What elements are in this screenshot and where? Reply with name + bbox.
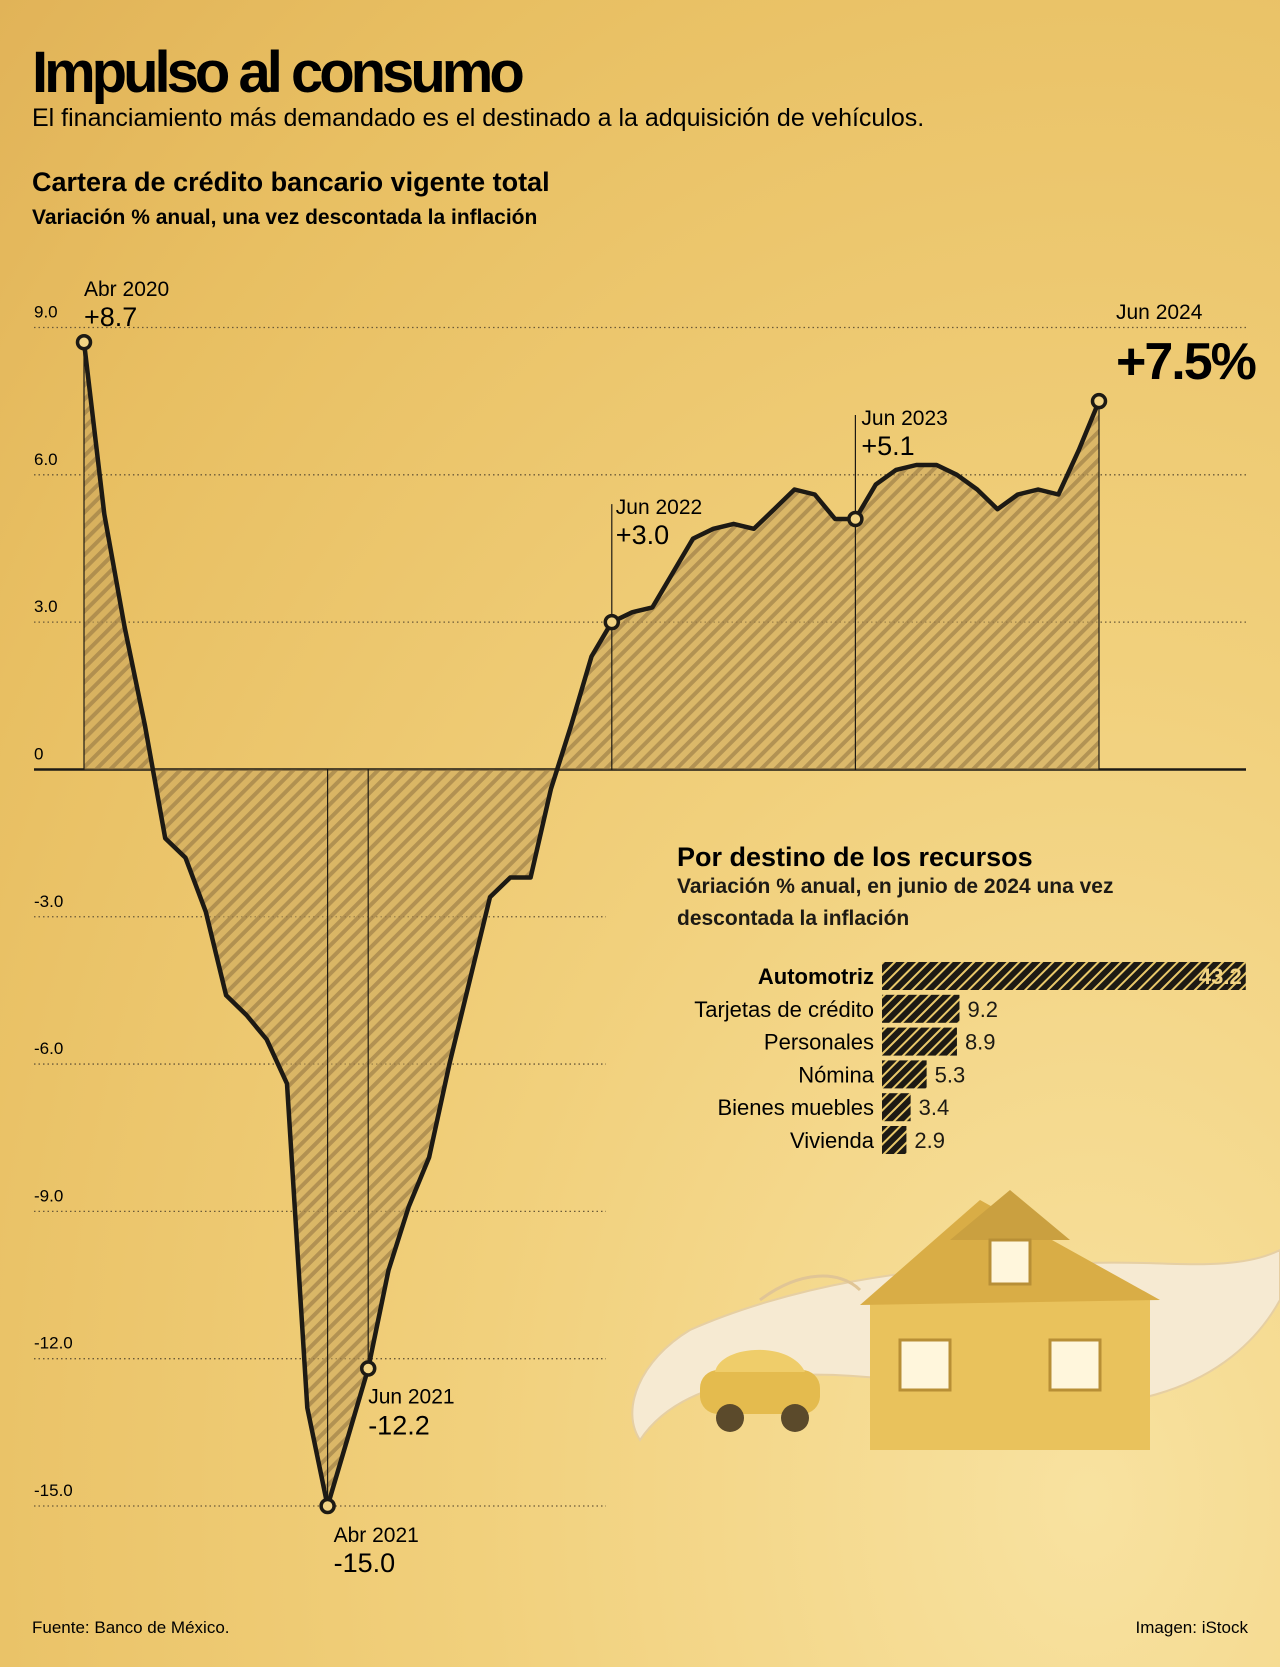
y-tick-label: -9.0 bbox=[34, 1186, 63, 1205]
value-label: 2.9 bbox=[914, 1128, 945, 1153]
bar bbox=[882, 962, 1246, 990]
annotation-date: Jun 2021 bbox=[368, 1386, 454, 1409]
marker bbox=[847, 510, 864, 528]
marker bbox=[319, 1497, 336, 1515]
y-tick-label: 9.0 bbox=[34, 303, 58, 322]
chart-title: Cartera de crédito bancario vigente tota… bbox=[32, 167, 550, 197]
bar bbox=[882, 1126, 907, 1154]
bar bbox=[882, 1060, 927, 1089]
annotation-date: Abr 2020 bbox=[84, 278, 169, 301]
page-title: Impulso al consumo bbox=[32, 40, 523, 105]
category-label: Automotriz bbox=[758, 964, 874, 989]
category-label: Vivienda bbox=[790, 1128, 875, 1153]
annotation-date: Abr 2021 bbox=[334, 1524, 419, 1547]
y-tick-label: 0 bbox=[34, 744, 43, 763]
y-tick-label: -6.0 bbox=[34, 1039, 63, 1058]
marker bbox=[1090, 392, 1108, 410]
annotation-value: +7.5% bbox=[1116, 333, 1256, 391]
chart-subtitle: Variación % anual, en junio de 2024 una … bbox=[677, 875, 1114, 930]
y-tick-label: 3.0 bbox=[34, 597, 58, 616]
illustration bbox=[631, 1190, 1280, 1450]
annotation-value: -12.2 bbox=[368, 1411, 430, 1441]
annotation-value: +5.1 bbox=[861, 431, 914, 461]
y-tick-label: -3.0 bbox=[34, 892, 63, 911]
marker bbox=[359, 1360, 377, 1377]
page-subtitle: El financiamiento más demandado es el de… bbox=[32, 104, 924, 132]
value-label: 43.2 bbox=[1199, 964, 1242, 989]
y-tick-label: -12.0 bbox=[34, 1334, 73, 1353]
annotation-date: Jun 2024 bbox=[1116, 301, 1203, 324]
value-label: 9.2 bbox=[967, 997, 998, 1022]
value-label: 3.4 bbox=[919, 1095, 950, 1120]
bar bbox=[882, 1093, 911, 1122]
bar bbox=[882, 994, 960, 1023]
chart-subtitle: Variación % anual, una vez descontada la… bbox=[32, 206, 537, 229]
y-tick-label: 6.0 bbox=[34, 450, 58, 469]
annotation-date: Jun 2022 bbox=[616, 496, 702, 519]
chart-title: Por destino de los recursos bbox=[677, 842, 1033, 872]
value-label: 5.3 bbox=[935, 1062, 966, 1087]
source: Fuente: Banco de México. bbox=[32, 1618, 230, 1637]
category-label: Tarjetas de crédito bbox=[694, 997, 874, 1022]
annotation-value: +8.7 bbox=[84, 302, 137, 332]
category-label: Nómina bbox=[798, 1062, 875, 1087]
category-label: Bienes muebles bbox=[717, 1095, 874, 1120]
bar bbox=[882, 1027, 957, 1056]
annotation-value: +3.0 bbox=[616, 520, 669, 550]
marker bbox=[75, 333, 93, 351]
line bbox=[81, 341, 1102, 1509]
y-tick-label: -15.0 bbox=[34, 1481, 73, 1500]
category-label: Personales bbox=[764, 1030, 874, 1055]
credit: Imagen: iStock bbox=[1136, 1618, 1249, 1637]
marker bbox=[603, 613, 621, 631]
value-label: 8.9 bbox=[965, 1030, 996, 1055]
annotation-value: -15.0 bbox=[334, 1548, 396, 1578]
area bbox=[84, 342, 1099, 1507]
annotation-date: Jun 2023 bbox=[861, 407, 947, 430]
